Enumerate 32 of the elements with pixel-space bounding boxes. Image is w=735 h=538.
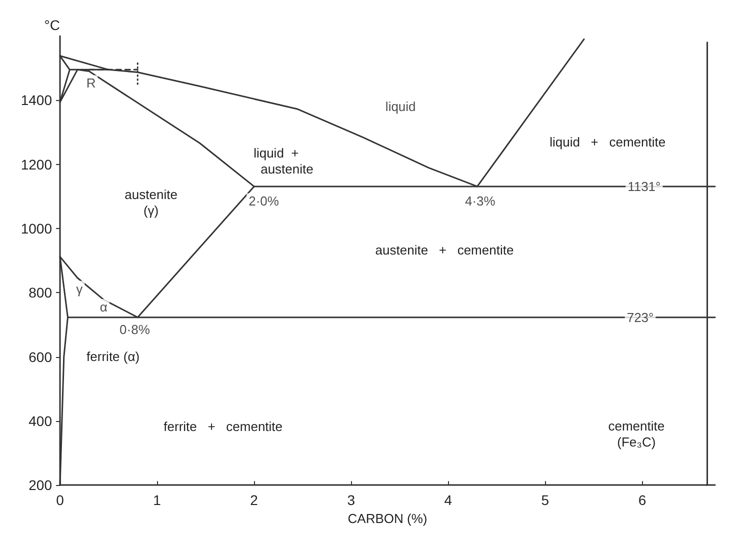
y-axis-title: °C bbox=[44, 17, 60, 33]
y-tick-label: 1200 bbox=[20, 156, 52, 172]
x-axis-title: CARBON (%) bbox=[348, 511, 428, 526]
y-tick-label: 800 bbox=[28, 284, 52, 301]
x-tick-label: 3 bbox=[347, 492, 356, 508]
x-tick-label: 6 bbox=[638, 492, 646, 508]
annotation: 4·3% bbox=[464, 194, 496, 209]
annotation: ferrite (α) bbox=[86, 348, 140, 364]
annotation: austenite + cementite bbox=[375, 242, 514, 258]
annotation: γ bbox=[76, 281, 84, 296]
annotation: liquid + cementite bbox=[550, 134, 666, 150]
annotation: 0·8% bbox=[120, 322, 150, 338]
annotation: 723° bbox=[626, 310, 654, 325]
annotation: α bbox=[100, 300, 108, 315]
y-tick-label: 400 bbox=[28, 412, 52, 429]
x-tick-label: 1 bbox=[153, 492, 162, 508]
y-tick-label: 600 bbox=[28, 348, 52, 365]
annotation: cementite (Fe₃C) bbox=[608, 418, 665, 450]
y-tick-label: 1000 bbox=[20, 220, 52, 236]
x-tick-label: 5 bbox=[541, 492, 550, 508]
y-tick-label: 200 bbox=[28, 477, 52, 494]
annotation: R bbox=[86, 76, 96, 91]
x-tick-label: 0 bbox=[56, 492, 64, 508]
y-tick-label: 1400 bbox=[20, 92, 52, 108]
x-tick-label: 4 bbox=[444, 492, 452, 508]
annotation: liquid + austenite bbox=[238, 145, 314, 176]
annotation: 1131° bbox=[628, 178, 661, 194]
x-tick-label: 2 bbox=[250, 492, 258, 508]
annotation: ferrite + cementite bbox=[164, 419, 283, 434]
annotation: austenite (γ) bbox=[124, 186, 178, 218]
annotation: 2·0% bbox=[248, 194, 280, 209]
annotation: liquid bbox=[385, 98, 416, 114]
